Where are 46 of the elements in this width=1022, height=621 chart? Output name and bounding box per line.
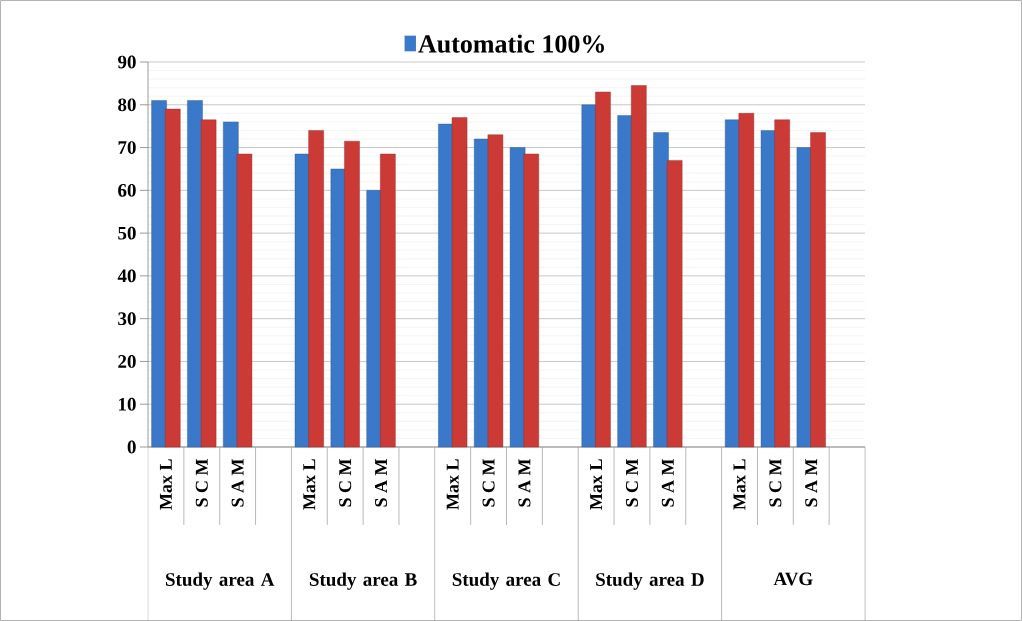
x-tick-label: S A M (805, 458, 818, 507)
y-tick-label: 70 (118, 140, 136, 154)
y-tick-label: 40 (117, 269, 136, 283)
x-tick-label: S C M (339, 458, 352, 507)
bar (666, 160, 683, 448)
text: Study area D (596, 572, 704, 590)
x-tick-label: S C M (482, 458, 495, 507)
y-tick-label: 90 (117, 55, 136, 69)
x-tick-label: S A M (231, 458, 244, 507)
bar (595, 91, 611, 448)
y-tick-label: 80 (118, 98, 136, 112)
x-tick-label: Max L (590, 459, 603, 510)
bar (774, 119, 790, 448)
bar (738, 112, 755, 448)
bar (200, 119, 217, 448)
bar (451, 117, 468, 448)
x-tick-label: S C M (195, 458, 208, 507)
y-tick-label: 60 (118, 183, 136, 197)
x-tick-label: S C M (769, 458, 782, 507)
bar (165, 108, 181, 448)
y-tick-label: 10 (119, 397, 136, 411)
x-tick-label: S C M (625, 458, 639, 507)
x-tick-label: Max L (159, 459, 172, 510)
x-tick-label: Max L (733, 459, 746, 510)
y-tick-label: 0 (127, 440, 136, 454)
bar (487, 134, 504, 448)
y-tick-label: 30 (118, 312, 136, 325)
x-tick-label: S A M (661, 458, 674, 507)
x-tick-label: Max L (303, 459, 316, 510)
text: Study area A (165, 572, 275, 590)
x-tick-label: S A M (518, 458, 531, 507)
bar (308, 130, 324, 448)
bar (344, 140, 360, 448)
bar (523, 153, 539, 448)
y-tick-label: 50 (118, 226, 136, 240)
text: Study area B (309, 572, 417, 590)
bar (810, 132, 826, 448)
bar (236, 153, 253, 448)
text: Study area C (452, 572, 560, 590)
legend-label: Automatic 100% (418, 34, 604, 53)
bar (631, 85, 647, 448)
text: AVG (773, 572, 813, 586)
bar (380, 153, 396, 448)
x-tick-label: S A M (374, 458, 388, 507)
x-tick-label: Max L (446, 459, 459, 510)
y-tick-label: 20 (118, 354, 136, 368)
